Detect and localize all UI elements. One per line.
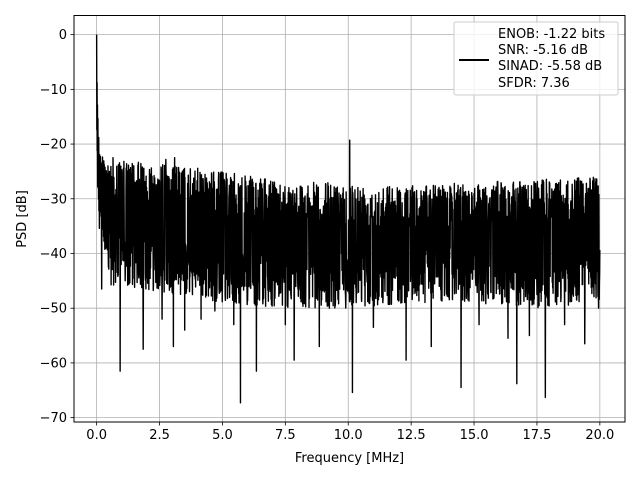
legend-entry-snr: SNR: -5.16 dB	[498, 43, 588, 58]
y-tick-label: 0	[59, 28, 67, 43]
x-tick-label: 7.5	[275, 428, 296, 443]
y-tick-label: −60	[40, 356, 67, 371]
x-tick-label: 15.0	[460, 428, 489, 443]
legend-entry-sinad: SINAD: -5.58 dB	[498, 59, 602, 74]
x-tick-label: 17.5	[522, 428, 551, 443]
x-tick-label: 0.0	[86, 428, 107, 443]
y-tick-label: −20	[40, 138, 67, 153]
axes-frame	[73, 15, 626, 423]
psd-series-line	[95, 34, 601, 404]
legend: ENOB: -1.22 bits SNR: -5.16 dB SINAD: -5…	[453, 21, 619, 96]
y-tick-label: −50	[40, 302, 67, 317]
x-tick-label: 5.0	[212, 428, 233, 443]
x-tick-label: 10.0	[334, 428, 363, 443]
y-tick-label: −10	[40, 83, 67, 98]
x-tick-label: 12.5	[397, 428, 426, 443]
plot-area	[95, 34, 601, 404]
y-tick-label: −70	[40, 411, 67, 426]
x-axis-ticks: 0.0 2.5 5.0 7.5 10.0 12.5 15.0 17.5 20.0	[86, 422, 614, 443]
x-tick-label: 2.5	[149, 428, 170, 443]
x-axis-label: Frequency [MHz]	[295, 451, 404, 466]
legend-entry-enob: ENOB: -1.22 bits	[498, 27, 605, 42]
x-tick-label: 20.0	[585, 428, 614, 443]
y-tick-label: −40	[40, 247, 67, 262]
y-tick-label: −30	[40, 192, 67, 207]
y-axis-label: PSD [dB]	[15, 190, 30, 248]
legend-box	[453, 21, 619, 96]
legend-entry-sfdr: SFDR: 7.36	[498, 76, 570, 91]
y-axis-ticks: 0 −10 −20 −30 −40 −50 −60 −70	[40, 28, 74, 426]
